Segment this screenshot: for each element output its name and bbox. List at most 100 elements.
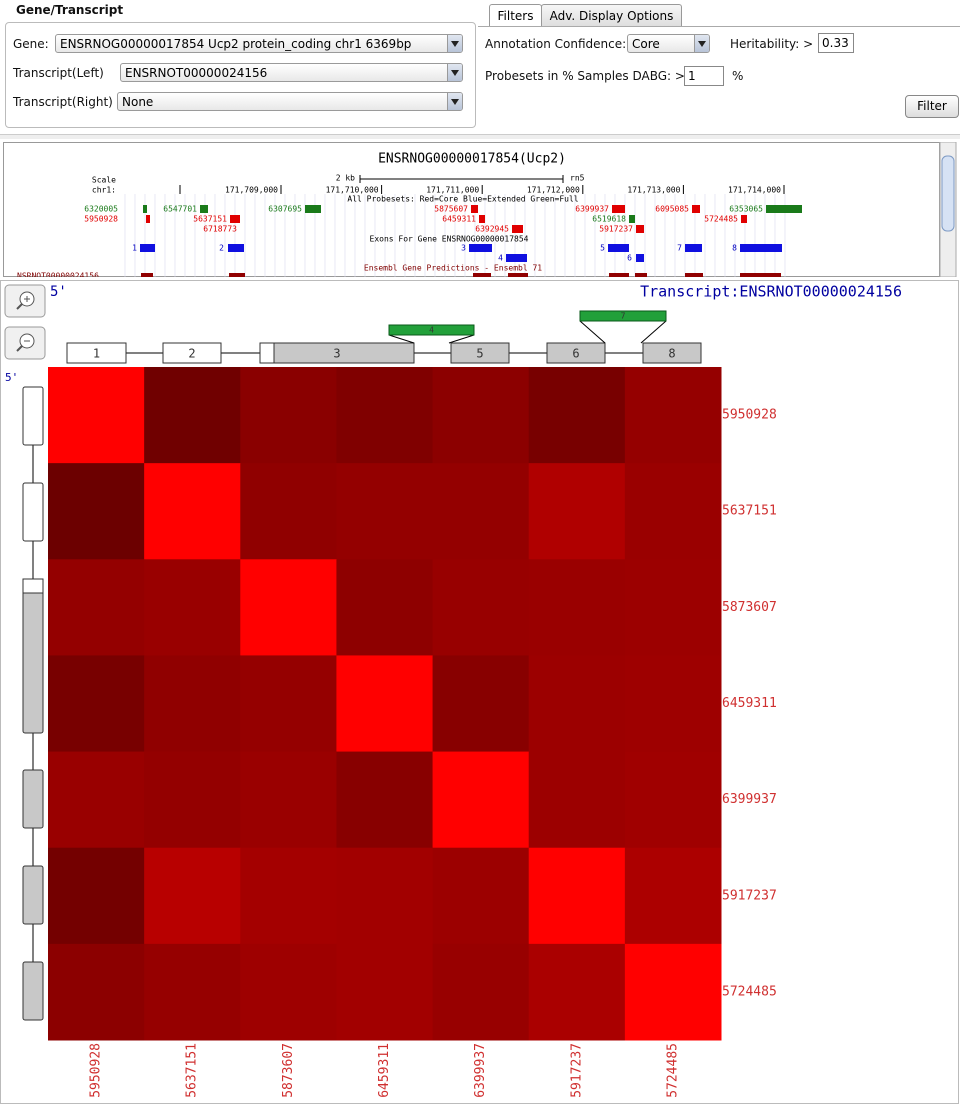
heatmap-cell bbox=[336, 559, 434, 656]
exon-label: 8 bbox=[668, 347, 675, 361]
track-feature bbox=[635, 273, 647, 277]
probeset-label: 6392945 bbox=[475, 225, 509, 234]
track-label: NSRNOT00000024156 bbox=[17, 272, 99, 278]
heatmap-cell bbox=[624, 847, 722, 945]
heatmap-cell bbox=[48, 367, 145, 464]
exon-vertical bbox=[22, 578, 44, 734]
heatmap-cell bbox=[528, 655, 626, 753]
heatmap-cell bbox=[336, 943, 434, 1041]
zoom-out[interactable] bbox=[4, 326, 46, 360]
probeset-label: 5637151 bbox=[193, 215, 227, 224]
exon-label: 7 bbox=[621, 312, 626, 321]
filter-button[interactable]: Filter bbox=[905, 95, 959, 118]
column-label: 5950928 bbox=[89, 1043, 104, 1098]
exon bbox=[162, 342, 222, 364]
exon bbox=[450, 342, 510, 364]
heatmap-cell bbox=[144, 463, 241, 560]
probeset-label: 6459311 bbox=[442, 215, 476, 224]
probeset-feature bbox=[629, 215, 635, 223]
heritability-input[interactable]: 0.33 bbox=[818, 33, 854, 53]
gene-select[interactable]: ENSRNOG00000017854 Ucp2 protein_coding c… bbox=[55, 34, 463, 53]
probeset-label: 6519618 bbox=[592, 215, 626, 224]
dabg-unit: % bbox=[732, 69, 744, 83]
zoom-in[interactable] bbox=[4, 284, 46, 318]
confidence-select[interactable]: Core bbox=[627, 34, 710, 53]
left-select[interactable]: ENSRNOT00000024156 bbox=[120, 63, 463, 82]
position-label: 171,712,000 bbox=[527, 186, 580, 195]
exon-utr bbox=[259, 342, 275, 364]
heatmap-cell bbox=[144, 751, 241, 849]
dabg-label: Probesets in % Samples DABG: > bbox=[485, 69, 685, 83]
exon-label: 4 bbox=[429, 326, 434, 335]
gene-label: Gene: bbox=[13, 37, 49, 51]
exon bbox=[66, 342, 127, 364]
exon-label: 7 bbox=[677, 244, 682, 253]
scale-label: Scale bbox=[92, 176, 116, 185]
position-label: 171,711,000 bbox=[426, 186, 479, 195]
probeset-label: 6353065 bbox=[729, 205, 763, 214]
tab[interactable]: Adv. Display Options bbox=[541, 4, 682, 27]
confidence-label: Annotation Confidence: bbox=[485, 37, 627, 51]
track-feature bbox=[229, 273, 245, 277]
exon-label: 5 bbox=[600, 244, 605, 253]
divider bbox=[0, 134, 960, 139]
probeset-label: 5917237 bbox=[599, 225, 633, 234]
exon bbox=[546, 342, 606, 364]
transcript-title: Transcript:ENSRNOT00000024156 bbox=[640, 283, 902, 301]
heatmap-cell bbox=[144, 847, 241, 945]
right-select[interactable]: None bbox=[117, 92, 463, 111]
exon-vertical bbox=[22, 386, 44, 446]
heatmap-cell bbox=[48, 559, 145, 656]
heatmap-cell bbox=[240, 847, 337, 945]
probeset-label: 6307695 bbox=[268, 205, 302, 214]
dabg-input[interactable]: 1 bbox=[684, 66, 724, 86]
probeset-feature bbox=[230, 215, 240, 223]
scroll-thumb[interactable] bbox=[941, 155, 955, 232]
probeset-label: 5724485 bbox=[704, 215, 738, 224]
viewer: 5' Transcript:ENSRNOT00000024156 5' 1 2 3 4 5 6 7… bbox=[0, 280, 959, 1104]
alt-link bbox=[579, 320, 606, 344]
heatmap-cell bbox=[624, 559, 722, 656]
five-prime-left: 5' bbox=[5, 371, 18, 384]
track-feature bbox=[685, 273, 703, 277]
heatmap-cell bbox=[48, 751, 145, 849]
exon-label: 5 bbox=[476, 347, 483, 361]
position-label: 171,709,000 bbox=[225, 186, 278, 195]
row-label: 5917237 bbox=[722, 888, 777, 903]
heatmap-cell bbox=[336, 655, 434, 753]
probeset-legend: All Probesets: Red=Core Blue=Extended Gr… bbox=[347, 195, 578, 204]
exon-feature bbox=[506, 254, 527, 262]
exon-label: 6 bbox=[627, 254, 632, 263]
heatmap-cell bbox=[144, 367, 241, 464]
exon-label: 2 bbox=[219, 244, 224, 253]
heatmap-cell bbox=[528, 751, 626, 849]
alt-link bbox=[640, 320, 667, 344]
panel-title: Gene/Transcript bbox=[16, 3, 124, 17]
column-label: 6399937 bbox=[473, 1043, 488, 1098]
alt-exon bbox=[579, 310, 667, 322]
exon-vertical bbox=[22, 482, 44, 542]
probeset-feature bbox=[612, 205, 625, 213]
gene-value: ENSRNOG00000017854 Ucp2 protein_coding c… bbox=[60, 37, 412, 51]
heatmap-cell bbox=[336, 751, 434, 849]
exon-utr bbox=[22, 578, 44, 594]
exon-feature bbox=[636, 254, 644, 262]
exon-label: 8 bbox=[732, 244, 737, 253]
heatmap-cell bbox=[48, 463, 145, 560]
probeset-label: 5875607 bbox=[434, 205, 468, 214]
exon-label: 2 bbox=[188, 347, 195, 361]
track-feature bbox=[473, 273, 491, 277]
probeset-feature bbox=[636, 225, 644, 233]
heatmap-cell bbox=[144, 655, 241, 753]
heatmap-cell bbox=[528, 367, 626, 464]
heatmap-cell bbox=[528, 559, 626, 656]
heritability-label: Heritability: > bbox=[730, 37, 814, 51]
tab[interactable]: Filters bbox=[489, 4, 542, 27]
browser-title: ENSRNOG00000017854(Ucp2) bbox=[378, 152, 566, 167]
column-label: 5917237 bbox=[569, 1043, 584, 1098]
heatmap-cell bbox=[624, 463, 722, 560]
probeset-feature bbox=[692, 205, 700, 213]
heatmap-cell bbox=[144, 559, 241, 656]
genome-browser: ENSRNOG00000017854(Ucp2) Scale 2 kb rn5 chr1… bbox=[3, 142, 957, 278]
